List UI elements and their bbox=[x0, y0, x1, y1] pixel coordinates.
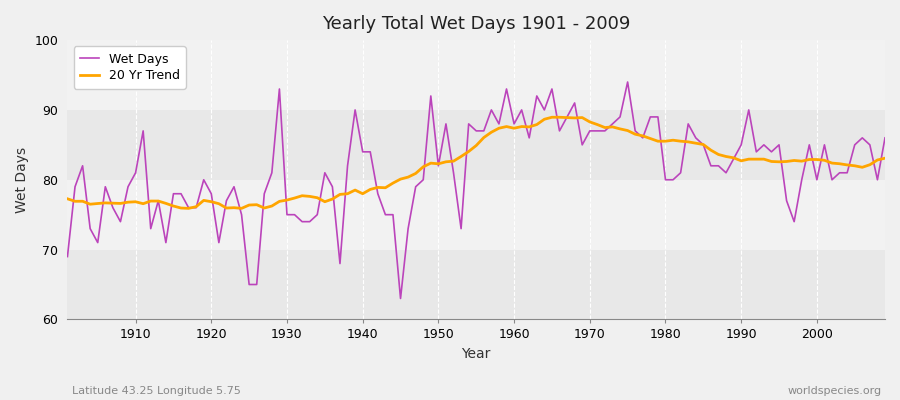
20 Yr Trend bbox=[546, 115, 557, 120]
20 Yr Trend bbox=[517, 124, 527, 129]
20 Yr Trend bbox=[508, 126, 519, 131]
Bar bbox=[68, 250, 885, 320]
Bar bbox=[68, 110, 885, 180]
X-axis label: Year: Year bbox=[462, 347, 490, 361]
Legend: Wet Days, 20 Yr Trend: Wet Days, 20 Yr Trend bbox=[74, 46, 186, 89]
Wet Days bbox=[289, 212, 300, 217]
Wet Days bbox=[395, 296, 406, 301]
20 Yr Trend bbox=[342, 191, 353, 196]
20 Yr Trend bbox=[122, 200, 133, 204]
Wet Days bbox=[517, 108, 527, 112]
Text: worldspecies.org: worldspecies.org bbox=[788, 386, 882, 396]
Bar bbox=[68, 40, 885, 110]
Wet Days bbox=[335, 261, 346, 266]
Wet Days bbox=[62, 254, 73, 259]
20 Yr Trend bbox=[615, 126, 626, 131]
Wet Days bbox=[608, 122, 618, 126]
20 Yr Trend bbox=[184, 206, 194, 211]
Wet Days bbox=[879, 136, 890, 140]
Wet Days bbox=[622, 80, 633, 84]
Line: Wet Days: Wet Days bbox=[68, 82, 885, 298]
20 Yr Trend bbox=[62, 196, 73, 201]
Title: Yearly Total Wet Days 1901 - 2009: Yearly Total Wet Days 1901 - 2009 bbox=[322, 15, 630, 33]
Text: Latitude 43.25 Longitude 5.75: Latitude 43.25 Longitude 5.75 bbox=[72, 386, 241, 396]
Y-axis label: Wet Days: Wet Days bbox=[15, 147, 29, 213]
20 Yr Trend bbox=[879, 156, 890, 160]
Wet Days bbox=[122, 184, 133, 189]
Wet Days bbox=[508, 122, 519, 126]
Line: 20 Yr Trend: 20 Yr Trend bbox=[68, 117, 885, 208]
Bar bbox=[68, 180, 885, 250]
20 Yr Trend bbox=[297, 193, 308, 198]
